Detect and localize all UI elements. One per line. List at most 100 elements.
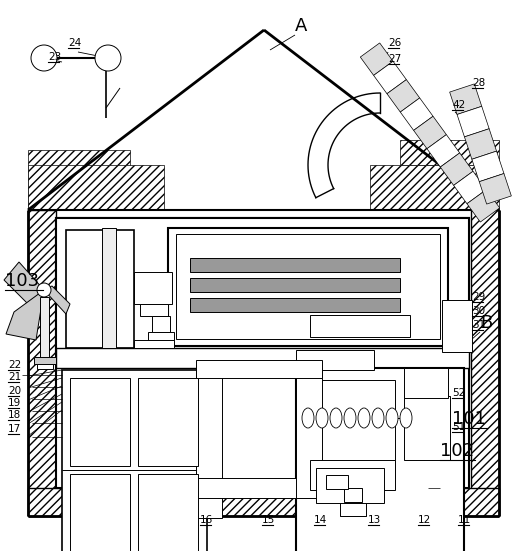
Polygon shape [464,129,496,159]
Text: 52: 52 [452,388,465,398]
Polygon shape [44,286,70,314]
Bar [37,364,53,369]
Polygon shape [457,106,489,137]
Polygon shape [28,165,164,210]
Polygon shape [467,190,500,222]
Text: 22: 22 [8,360,21,370]
Ellipse shape [358,408,370,428]
Ellipse shape [372,408,384,428]
Circle shape [95,45,121,71]
Bar [34,357,56,364]
Bar [168,228,448,346]
Text: 14: 14 [314,515,327,525]
Text: 103: 103 [5,272,39,290]
Bar [196,368,222,518]
Ellipse shape [344,408,356,428]
Polygon shape [454,171,486,204]
Polygon shape [401,98,433,131]
Text: A: A [295,17,307,35]
Polygon shape [28,150,130,210]
Text: 24: 24 [68,38,81,48]
Polygon shape [370,165,499,210]
Polygon shape [440,153,473,185]
Text: 21: 21 [8,372,21,382]
Bar [296,368,464,551]
Polygon shape [414,116,446,149]
Polygon shape [6,290,44,340]
Bar [66,230,134,348]
Polygon shape [472,151,504,182]
Text: 13: 13 [368,515,381,525]
Bar [310,460,395,490]
Bar [56,348,469,368]
Circle shape [31,45,57,71]
Text: 30: 30 [472,306,485,316]
Bar [404,368,448,398]
Polygon shape [360,43,393,75]
Bar [344,488,362,502]
Bar [316,468,384,503]
Bar [134,340,174,348]
Text: 18: 18 [8,410,21,420]
Text: 102: 102 [440,442,474,460]
Bar [62,370,207,551]
Bar [310,315,410,337]
Bar [196,478,324,498]
Text: 16: 16 [200,515,213,525]
Text: 28: 28 [472,78,485,88]
Text: 26: 26 [388,38,401,48]
Text: 27: 27 [388,54,401,64]
Bar [442,300,472,352]
Ellipse shape [400,408,412,428]
Ellipse shape [316,408,328,428]
Bar [70,378,130,466]
Text: 23: 23 [48,52,61,62]
Bar [296,350,374,370]
Text: 12: 12 [418,515,431,525]
Polygon shape [400,140,499,165]
Bar [102,228,116,348]
Polygon shape [450,84,482,115]
Bar [70,474,130,551]
Bar [40,297,49,359]
Polygon shape [427,134,460,167]
Circle shape [37,283,51,297]
Bar [28,210,56,516]
Bar [190,258,400,272]
Polygon shape [374,61,406,94]
Text: 15: 15 [262,515,275,525]
Bar [134,272,172,304]
Polygon shape [387,79,419,112]
Text: 17: 17 [8,424,21,434]
Bar [140,304,168,316]
Bar [56,218,469,353]
Bar [152,316,170,332]
Text: 51: 51 [452,422,465,432]
Bar [196,360,322,378]
Text: 101: 101 [452,410,486,428]
Bar [404,396,450,460]
Bar [326,475,348,489]
Bar [340,488,366,516]
Polygon shape [479,174,511,204]
Text: 31: 31 [472,320,485,330]
Bar [296,368,322,498]
Polygon shape [4,262,44,304]
Bar [138,378,198,466]
Text: 20: 20 [8,386,21,396]
Bar [56,218,469,488]
Bar [190,278,400,292]
Bar [148,332,174,340]
Text: 19: 19 [8,398,21,408]
Text: 11: 11 [458,515,471,525]
Ellipse shape [302,408,314,428]
Text: B: B [480,314,492,332]
Bar [471,210,499,516]
Bar [176,234,440,339]
Ellipse shape [330,408,342,428]
Text: 42: 42 [452,100,465,110]
Ellipse shape [386,408,398,428]
Text: 29: 29 [472,292,485,302]
Bar [28,488,499,516]
Bar [138,474,198,551]
